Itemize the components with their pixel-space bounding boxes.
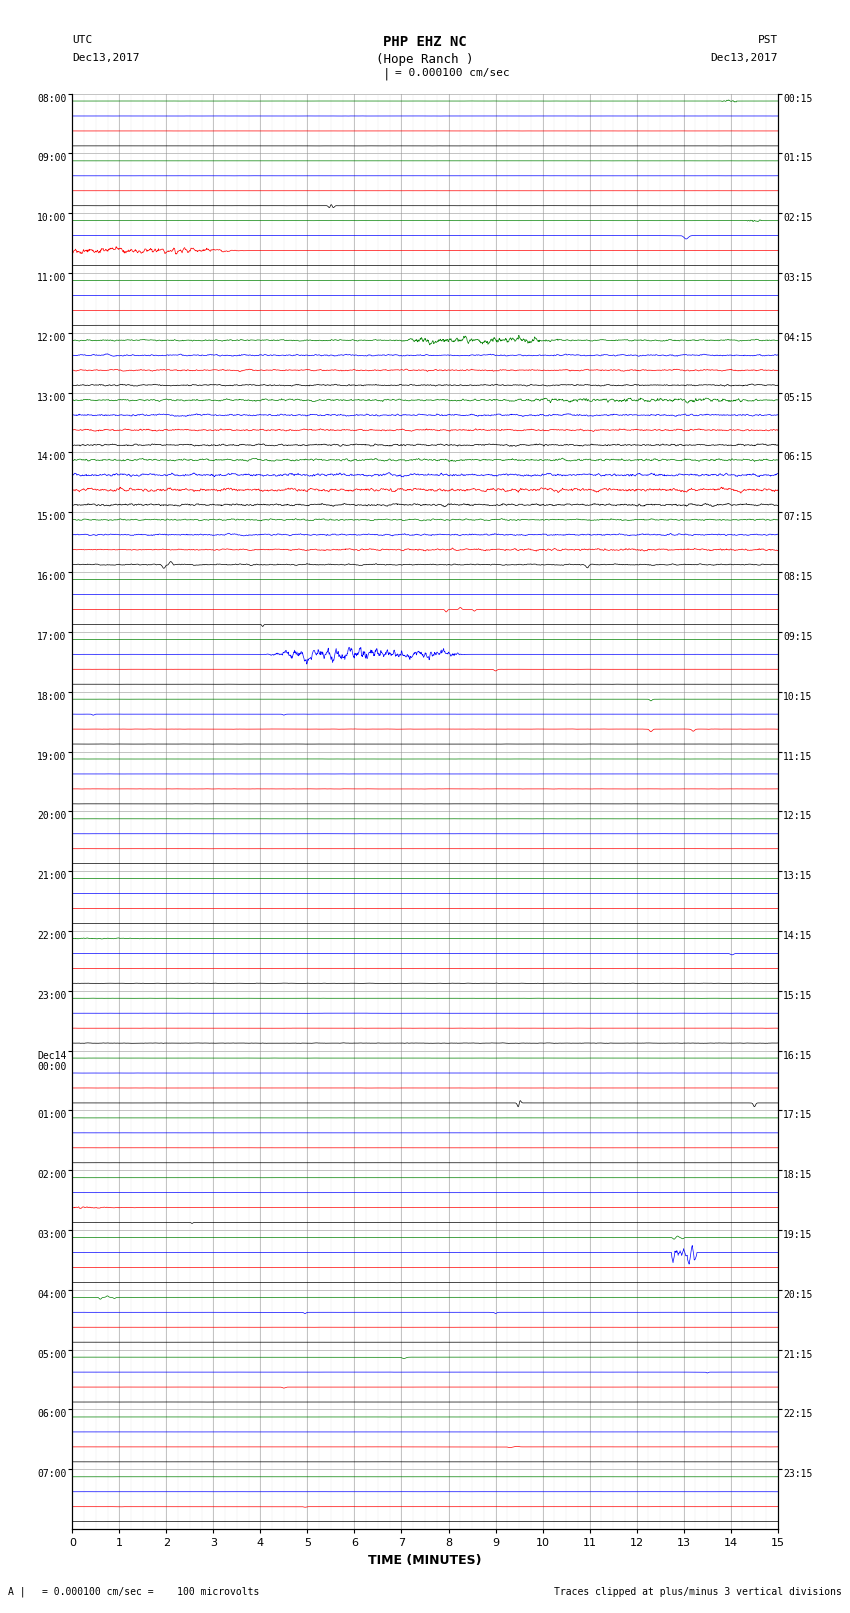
Text: UTC: UTC bbox=[72, 35, 93, 45]
Text: Dec13,2017: Dec13,2017 bbox=[72, 53, 139, 63]
Text: Traces clipped at plus/minus 3 vertical divisions: Traces clipped at plus/minus 3 vertical … bbox=[553, 1587, 842, 1597]
Text: (Hope Ranch ): (Hope Ranch ) bbox=[377, 53, 473, 66]
Text: |: | bbox=[383, 68, 390, 81]
Text: PST: PST bbox=[757, 35, 778, 45]
Text: A |: A | bbox=[8, 1586, 26, 1597]
Text: = 0.000100 cm/sec =    100 microvolts: = 0.000100 cm/sec = 100 microvolts bbox=[42, 1587, 260, 1597]
X-axis label: TIME (MINUTES): TIME (MINUTES) bbox=[368, 1553, 482, 1566]
Text: PHP EHZ NC: PHP EHZ NC bbox=[383, 35, 467, 50]
Text: = 0.000100 cm/sec: = 0.000100 cm/sec bbox=[395, 68, 510, 77]
Text: Dec13,2017: Dec13,2017 bbox=[711, 53, 778, 63]
